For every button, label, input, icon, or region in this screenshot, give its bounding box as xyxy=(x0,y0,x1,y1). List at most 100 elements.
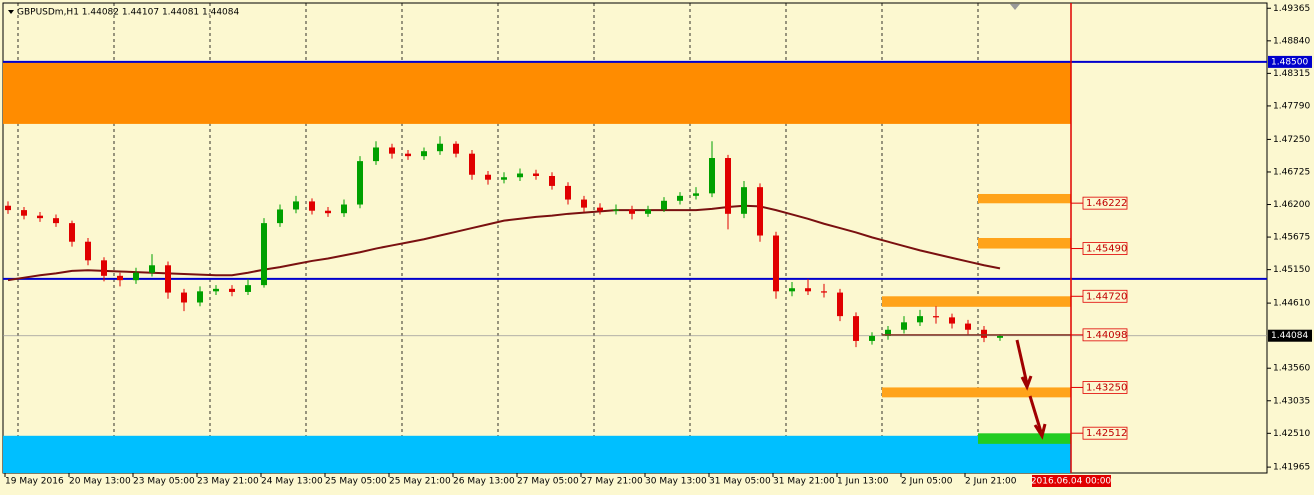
x-tick-label: 31 May 21:00 xyxy=(773,477,835,487)
candle-body xyxy=(229,288,235,292)
candle-body xyxy=(181,292,187,303)
level-box xyxy=(1082,196,1128,210)
candle-body xyxy=(805,288,811,292)
current-price-label: 1.44084 xyxy=(1271,331,1308,341)
x-tick-label: 26 May 13:00 xyxy=(453,477,515,487)
y-tick-label: 1.48315 xyxy=(1273,69,1310,79)
candle-body xyxy=(197,291,203,303)
menu-icon xyxy=(8,10,14,14)
zone xyxy=(882,387,1071,398)
x-tick-label: 2 Jun 21:00 xyxy=(965,477,1017,487)
candle-body xyxy=(245,285,251,292)
candle-body xyxy=(597,207,603,211)
x-tick-label: 30 May 13:00 xyxy=(645,477,707,487)
candle-body xyxy=(773,235,779,292)
candle-body xyxy=(389,147,395,154)
x-tick-label: 25 May 21:00 xyxy=(389,477,451,487)
candle-body xyxy=(997,335,1003,338)
arrow xyxy=(1015,339,1033,391)
zone xyxy=(978,238,1071,249)
candle-body xyxy=(517,173,523,178)
y-tick-label: 1.44610 xyxy=(1273,299,1310,309)
header: GBPUSDm,H1 1.44082 1.44107 1.44081 1.440… xyxy=(17,8,240,18)
level-box xyxy=(1082,381,1128,394)
candle-body xyxy=(293,201,299,210)
level-box xyxy=(1082,242,1128,255)
y-tick-label: 1.46200 xyxy=(1273,200,1310,210)
candle-body xyxy=(165,265,171,293)
zone xyxy=(978,193,1071,204)
candle-body xyxy=(117,275,123,281)
x-tick-label: 2 Jun 05:00 xyxy=(901,477,953,487)
x-tick-label: 23 May 21:00 xyxy=(197,477,259,487)
candle-body xyxy=(613,209,619,211)
cursor-time: 2016.06.04 00:00 xyxy=(1031,477,1112,487)
candle-body xyxy=(757,187,763,236)
moving-average xyxy=(7,204,1001,282)
x-tick-label: 27 May 05:00 xyxy=(517,477,579,487)
x-tick-label: 27 May 21:00 xyxy=(581,477,643,487)
candle-body xyxy=(341,204,347,214)
candle-body xyxy=(549,175,555,186)
level-label: 1.43250 xyxy=(1086,382,1127,393)
zone xyxy=(882,296,1071,307)
candle-body xyxy=(149,265,155,273)
y-tick-label: 1.41965 xyxy=(1273,463,1310,473)
candle-body xyxy=(85,241,91,261)
x-tick-label: 25 May 05:00 xyxy=(325,477,387,487)
y-tick-label: 1.49365 xyxy=(1273,4,1310,14)
candle-body xyxy=(325,210,331,214)
candle-body xyxy=(949,317,955,324)
level-label: 1.46222 xyxy=(1086,198,1127,209)
candle-body xyxy=(693,193,699,196)
arrow xyxy=(1028,395,1047,440)
candle-body xyxy=(421,151,427,157)
candle-body xyxy=(133,272,139,281)
candle-body xyxy=(533,173,539,176)
candle-body xyxy=(453,143,459,154)
y-tick-label: 1.45150 xyxy=(1273,265,1310,275)
candle-body xyxy=(469,153,475,175)
candle-body xyxy=(405,153,411,157)
candle-body xyxy=(501,177,507,180)
candle-body xyxy=(901,322,907,330)
level-box xyxy=(1082,328,1128,342)
price-box-label: 1.48500 xyxy=(1271,57,1308,67)
x-tick-label: 23 May 05:00 xyxy=(133,477,195,487)
level-label: 1.42512 xyxy=(1086,428,1127,439)
cursor-time-box xyxy=(1032,475,1111,487)
level-label: 1.44098 xyxy=(1086,330,1127,341)
y-tick-label: 1.42510 xyxy=(1273,429,1310,439)
candle-body xyxy=(357,161,363,205)
candle-body xyxy=(21,210,27,216)
y-tick-label: 1.46725 xyxy=(1273,167,1310,177)
candle-body xyxy=(581,199,587,208)
candle-body xyxy=(69,223,75,242)
candle-body xyxy=(661,200,667,210)
candle-body xyxy=(53,218,59,224)
zone xyxy=(978,433,1071,444)
x-tick-label: 1 Jun 13:00 xyxy=(837,477,889,487)
candle-body xyxy=(869,335,875,341)
candle-body xyxy=(485,174,491,180)
candle-body xyxy=(933,316,939,318)
level-label: 1.45490 xyxy=(1086,244,1127,255)
candle-body xyxy=(629,209,635,214)
candle-body xyxy=(789,288,795,292)
candle-body xyxy=(853,316,859,341)
candle-body xyxy=(885,329,891,336)
candle-body xyxy=(277,209,283,224)
candle-body xyxy=(837,292,843,317)
zone xyxy=(3,435,1071,473)
x-tick-label: 31 May 05:00 xyxy=(709,477,771,487)
zone xyxy=(3,61,1071,124)
x-tick-label: 20 May 13:00 xyxy=(69,477,131,487)
y-tick-label: 1.43560 xyxy=(1273,364,1310,374)
candle-body xyxy=(741,187,747,214)
candle-body xyxy=(101,260,107,276)
y-tick-label: 1.45675 xyxy=(1273,233,1310,243)
level-label: 1.44720 xyxy=(1086,291,1127,302)
candle-body xyxy=(261,223,267,286)
x-tick-label: 24 May 13:00 xyxy=(261,477,323,487)
